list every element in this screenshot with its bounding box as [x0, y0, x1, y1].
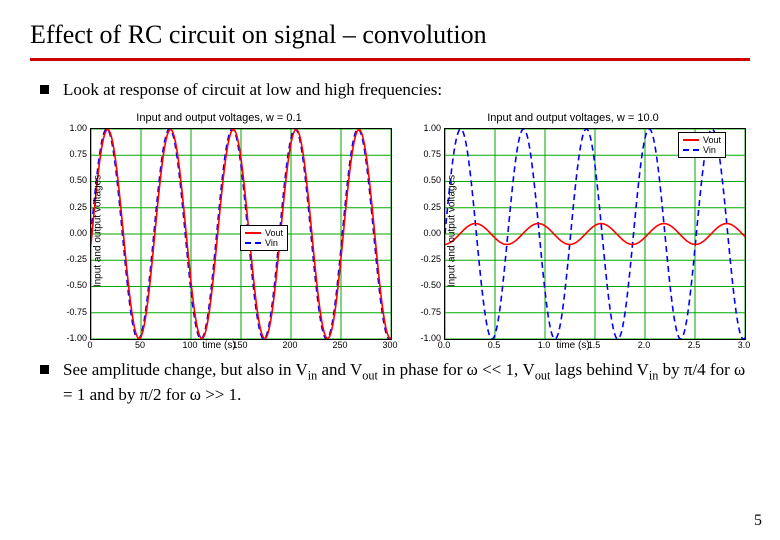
square-bullet-icon: [40, 85, 49, 94]
b2-frag: lags behind V: [550, 360, 648, 379]
chart-right: Input and output voltages, w = 10.0 0.00…: [402, 112, 744, 351]
ytick-label: -0.25: [66, 254, 90, 264]
ytick-label: -0.75: [420, 307, 444, 317]
page-number: 5: [754, 512, 762, 530]
chart-left: Input and output voltages, w = 0.1 05010…: [48, 112, 390, 351]
bullet-2: See amplitude change, but also in Vin an…: [40, 359, 750, 407]
ytick-label: 0.00: [69, 228, 90, 238]
bullet-1-text: Look at response of circuit at low and h…: [63, 79, 442, 102]
legend-item-vout: Vout: [245, 228, 283, 238]
chart-left-ylabel: Input and output voltages: [93, 175, 104, 287]
bullet-1: Look at response of circuit at low and h…: [40, 79, 750, 102]
ytick-label: 0.00: [423, 228, 444, 238]
chart-left-plot: 050100150200250300-1.00-0.75-0.50-0.250.…: [90, 128, 390, 338]
xtick-label: 250: [332, 338, 347, 350]
xtick-label: 100: [182, 338, 197, 350]
page-title: Effect of RC circuit on signal – convolu…: [30, 20, 750, 50]
b2-sub: out: [535, 368, 551, 382]
b2-sub: out: [362, 368, 378, 382]
legend-swatch: [245, 232, 261, 234]
ytick-label: 0.75: [423, 149, 444, 159]
ytick-label: 0.25: [423, 202, 444, 212]
xtick-label: 1.5: [588, 338, 601, 350]
ytick-label: 1.00: [423, 123, 444, 133]
xtick-label: 2.0: [638, 338, 651, 350]
xtick-label: 200: [282, 338, 297, 350]
ytick-label: -1.00: [66, 333, 90, 343]
ytick-label: -0.25: [420, 254, 444, 264]
xtick-label: 50: [135, 338, 145, 350]
legend-item-vout: Vout: [683, 135, 721, 145]
ytick-label: 0.50: [69, 175, 90, 185]
legend-item-vin: Vin: [683, 145, 721, 155]
title-rule: [30, 58, 750, 61]
xtick-label: 0.5: [488, 338, 501, 350]
legend-swatch: [683, 139, 699, 141]
chart-right-title: Input and output voltages, w = 10.0: [402, 112, 744, 124]
xtick-label: 300: [382, 338, 397, 350]
ytick-label: -0.50: [66, 280, 90, 290]
ytick-label: 0.75: [69, 149, 90, 159]
ytick-label: -0.75: [66, 307, 90, 317]
legend-swatch: [245, 242, 261, 244]
square-bullet-icon: [40, 365, 49, 374]
legend-label: Vout: [703, 135, 721, 145]
ytick-label: -1.00: [420, 333, 444, 343]
ytick-label: -0.50: [420, 280, 444, 290]
b2-frag: and V: [317, 360, 362, 379]
b2-frag: in phase for ω << 1, V: [378, 360, 535, 379]
ytick-label: 0.25: [69, 202, 90, 212]
legend-label: Vin: [703, 145, 716, 155]
legend: VoutVin: [240, 225, 288, 251]
legend-swatch: [683, 149, 699, 151]
legend: VoutVin: [678, 132, 726, 158]
xtick-label: 150: [232, 338, 247, 350]
charts-container: Input and output voltages, w = 0.1 05010…: [48, 112, 750, 351]
chart-right-plot: 0.00.51.01.52.02.53.0-1.00-0.75-0.50-0.2…: [444, 128, 744, 338]
b2-sub: in: [649, 368, 659, 382]
ytick-label: 0.50: [423, 175, 444, 185]
chart-right-ylabel: Input and output voltages: [447, 175, 458, 287]
xtick-label: 1.0: [538, 338, 551, 350]
legend-item-vin: Vin: [245, 238, 283, 248]
b2-sub: in: [308, 368, 318, 382]
xtick-label: 3.0: [738, 338, 751, 350]
bullet-2-text: See amplitude change, but also in Vin an…: [63, 359, 750, 407]
xtick-label: 2.5: [688, 338, 701, 350]
legend-label: Vin: [265, 238, 278, 248]
b2-frag: See amplitude change, but also in V: [63, 360, 308, 379]
legend-label: Vout: [265, 228, 283, 238]
ytick-label: 1.00: [69, 123, 90, 133]
chart-left-title: Input and output voltages, w = 0.1: [48, 112, 390, 124]
chart-svg: [444, 128, 746, 340]
